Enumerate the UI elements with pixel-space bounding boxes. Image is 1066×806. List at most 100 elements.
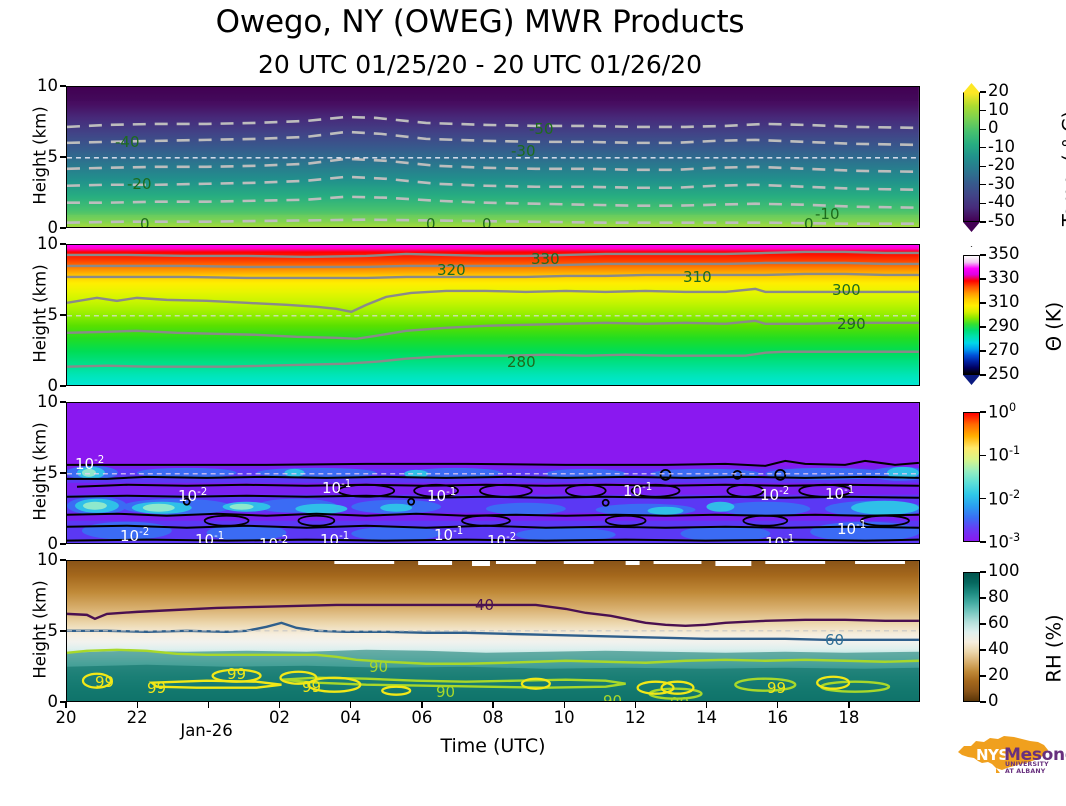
y-tick-mark-relative-humidity-10	[60, 559, 66, 561]
x-tick-label-08: 08	[482, 708, 504, 727]
contour-label-theta-290: 290	[837, 315, 866, 333]
colorbar-theta-tick-mark-3	[980, 326, 986, 328]
contour-label-liquid-e: 10-1	[195, 531, 225, 544]
contour-label-theta-330: 330	[531, 250, 560, 268]
contour-label-theta-320: 320	[437, 261, 466, 279]
contour-label-temp-0d: 0	[804, 215, 814, 228]
x-tick-label-06: 06	[411, 708, 433, 727]
nys-logo-graphic	[958, 736, 1048, 773]
y-axis-title-potential-temperature: Height (km)	[30, 264, 50, 363]
contour-label-liquid-c: 10-1	[322, 479, 352, 497]
y-tick-label-liquid-water-0: 0	[47, 534, 59, 553]
y-tick-mark-liquid-water-10	[60, 401, 66, 403]
colorbar-temperature-tick-label-3: -10	[988, 136, 1015, 156]
colorbar-rh-tick-label-3: 40	[988, 639, 1009, 658]
theta-field	[67, 245, 919, 385]
rh-field	[67, 561, 919, 701]
colorbar-temperature-cap-bottom	[963, 222, 980, 232]
contour-label-liquid-n: 10-1	[837, 520, 867, 538]
colorbar-temperature-tick-label-5: -30	[988, 173, 1015, 193]
contour-label-rh-90a: 90	[369, 658, 389, 676]
x-tick-mark-7	[563, 702, 565, 708]
contour-label-temp-0a: 0	[140, 215, 150, 228]
contour-label-rh-99b: 99	[147, 679, 167, 697]
colorbar-temperature-tick-mark-7	[980, 221, 986, 223]
x-tick-label-04: 04	[340, 708, 362, 727]
colorbar-temperature-tick-label-4: -20	[988, 155, 1015, 175]
colorbar-liquid-tick-label-3: 10-3	[988, 531, 1021, 552]
x-tick-label-16: 16	[767, 708, 789, 727]
y-tick-label-potential-temperature-10: 10	[37, 234, 58, 253]
colorbar-rh-tick-label-0: 100	[988, 561, 1020, 580]
colorbar-temperature-tick-mark-0	[980, 91, 986, 93]
colorbar-theta-gradient	[963, 255, 980, 375]
x-tick-label-02: 02	[269, 708, 290, 727]
panel-relative-humidity: 40 60 90 90 90 90 99 99 99 99 99	[66, 560, 920, 702]
colorbar-theta-tick-label-2: 310	[988, 292, 1020, 311]
rh-contour-40	[67, 603, 919, 628]
colorbar-temperature-tick-label-7: -50	[988, 211, 1015, 230]
colorbar-temperature-label: Temp. ( ° C)	[1058, 110, 1066, 227]
colorbar-liquid-tick-label-2: 10-2	[988, 487, 1021, 509]
x-tick-label-date: Jan-26	[180, 721, 233, 740]
colorbar-rh-tick-label-4: 20	[988, 665, 1009, 684]
colorbar-liquid-tick-label-0: 100	[988, 401, 1017, 422]
colorbar-liquid-tick-mark-0	[980, 411, 986, 413]
x-tick-label-20: 20	[55, 708, 77, 727]
x-tick-label-22: 22	[126, 708, 148, 727]
contour-label-theta-280: 280	[507, 353, 536, 371]
colorbar-temperature-tick-mark-3	[980, 147, 986, 149]
colorbar-rh-tick-mark-4	[980, 675, 986, 677]
colorbar-rh-tick-label-1: 80	[988, 587, 1009, 606]
contour-label-liquid-g: 10-1	[320, 531, 350, 544]
logo-nys-text: NYS	[976, 746, 1009, 764]
contour-label-theta-300: 300	[832, 281, 861, 299]
colorbar-theta-tick-label-5: 250	[988, 364, 1020, 383]
contour-label-liquid-f: 10-2	[259, 535, 289, 544]
y-tick-mark-relative-humidity-0	[60, 701, 66, 703]
x-tick-label-18: 18	[838, 708, 860, 727]
y-tick-mark-temperature-5	[60, 156, 66, 158]
contour-label-rh-90b: 90	[436, 683, 456, 701]
x-tick-mark-3	[278, 702, 281, 708]
panel-liquid-water: 10-2 10-2 10-1 10-2 10-1 10-2 10-1 10-1 …	[66, 402, 920, 544]
colorbar-temperature-cap-top	[963, 83, 980, 93]
colorbar-rh	[963, 572, 980, 702]
y-tick-mark-liquid-water-0	[60, 543, 66, 545]
x-tick-label-14: 14	[696, 708, 717, 727]
colorbar-theta-tick-label-1: 330	[988, 268, 1020, 287]
colorbar-liquid-tick-mark-2	[980, 498, 986, 500]
colorbar-theta-tick-mark-2	[980, 302, 986, 304]
colorbar-theta-tick-mark-4	[980, 350, 986, 352]
colorbar-theta-label: Θ (K)	[1042, 301, 1066, 352]
y-tick-label-temperature-5: 5	[47, 147, 59, 166]
y-tick-label-potential-temperature-5: 5	[47, 305, 59, 324]
contour-label-temp-m10: -10	[815, 205, 840, 223]
x-tick-mark-9	[705, 702, 708, 708]
x-tick-mark-10	[777, 702, 779, 708]
page-title: Owego, NY (OWEG) MWR Products	[215, 4, 745, 40]
colorbar-theta-tick-mark-1	[980, 278, 986, 280]
y-tick-label-relative-humidity-10: 10	[37, 550, 58, 569]
colorbar-liquid-gradient	[963, 412, 980, 542]
colorbar-rh-tick-mark-5	[980, 701, 986, 703]
contour-label-liquid-i: 10-2	[487, 532, 517, 544]
y-tick-mark-potential-temperature-10	[60, 243, 66, 245]
x-tick-mark-11	[848, 702, 850, 708]
colorbar-theta	[963, 255, 980, 375]
colorbar-temperature-tick-label-0: 20	[988, 81, 1009, 100]
colorbar-temperature-tick-mark-4	[980, 165, 986, 167]
colorbar-rh-tick-mark-3	[980, 649, 986, 651]
colorbar-liquid	[963, 412, 980, 542]
colorbar-liquid-tick-mark-1	[980, 454, 986, 456]
contour-label-liquid-o: 10-1	[765, 534, 795, 544]
contour-label-temp-m30: -30	[511, 142, 536, 160]
contour-label-temp-m20: -20	[127, 175, 152, 193]
contour-label-rh-99d: 99	[302, 678, 322, 696]
x-tick-label-12: 12	[624, 708, 646, 727]
contour-label-temp-0b: 0	[426, 215, 436, 228]
y-tick-mark-temperature-10	[60, 85, 66, 87]
y-tick-label-potential-temperature-0: 0	[47, 376, 59, 395]
contour-label-liquid-d: 10-2	[120, 527, 150, 544]
x-tick-mark-4	[350, 702, 352, 708]
